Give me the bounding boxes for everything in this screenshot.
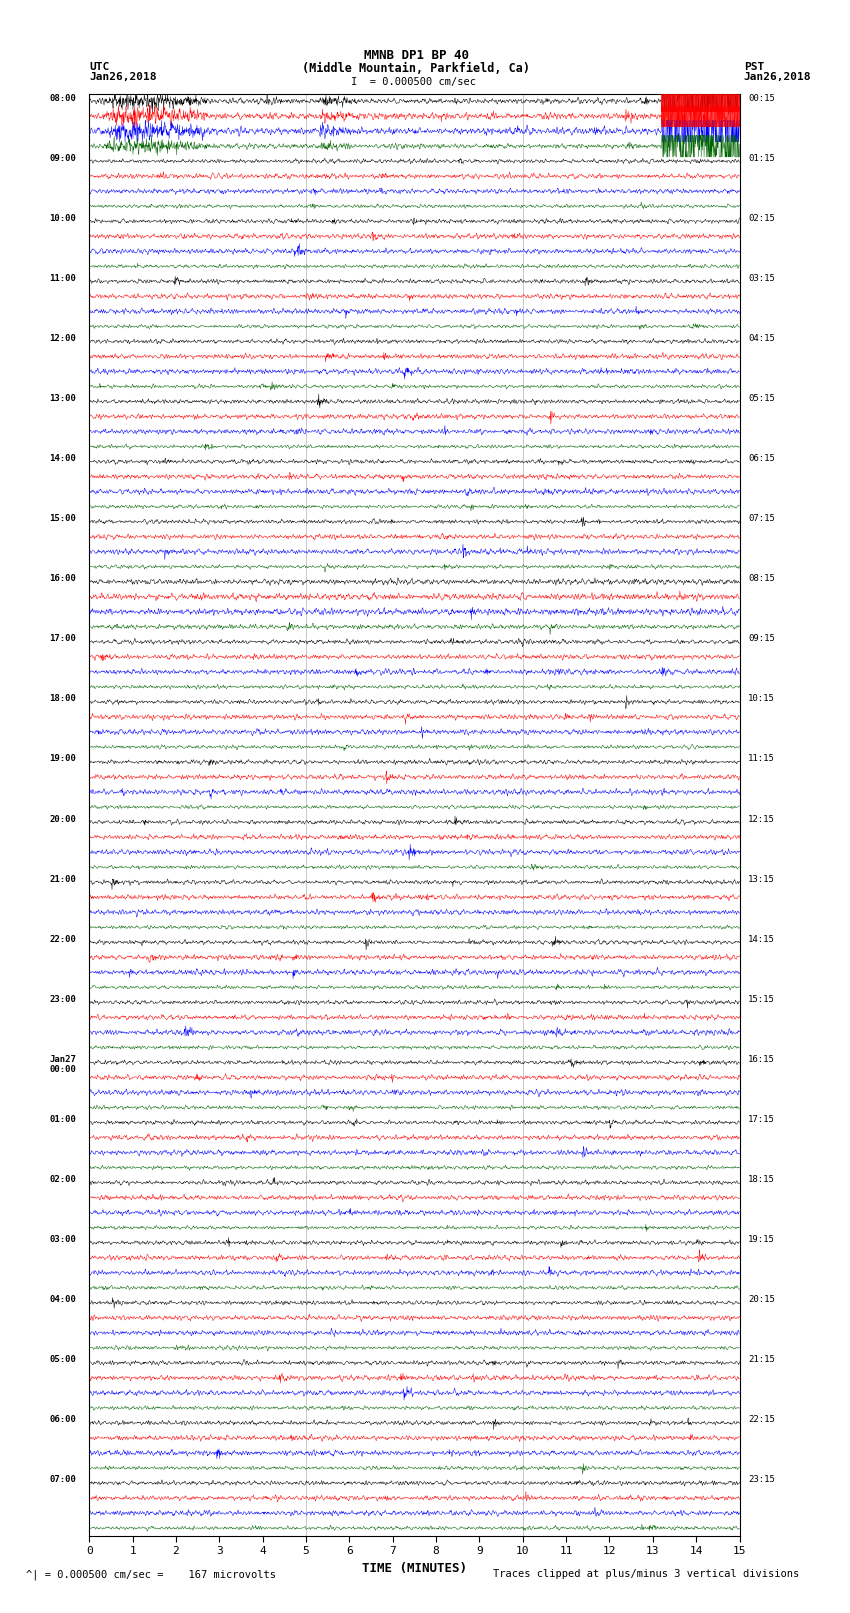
Bar (661, 108, 740, 126)
Text: 01:00: 01:00 (49, 1115, 76, 1124)
Text: 20:00: 20:00 (49, 815, 76, 824)
Text: 12:00: 12:00 (49, 334, 76, 344)
Text: 08:00: 08:00 (49, 94, 76, 103)
Text: 22:15: 22:15 (748, 1416, 775, 1424)
Text: 04:15: 04:15 (748, 334, 775, 344)
Text: 11:00: 11:00 (49, 274, 76, 282)
Text: 01:15: 01:15 (748, 153, 775, 163)
Bar (661, 90, 740, 111)
Text: 05:00: 05:00 (49, 1355, 76, 1365)
Text: 14:15: 14:15 (748, 936, 775, 944)
Text: 13:00: 13:00 (49, 394, 76, 403)
Text: UTC: UTC (89, 63, 110, 73)
Text: 10:00: 10:00 (49, 215, 76, 223)
Text: 03:15: 03:15 (748, 274, 775, 282)
Text: ^| = 0.000500 cm/sec =    167 microvolts: ^| = 0.000500 cm/sec = 167 microvolts (26, 1569, 275, 1581)
Text: Jan26,2018: Jan26,2018 (89, 71, 156, 82)
X-axis label: TIME (MINUTES): TIME (MINUTES) (362, 1561, 467, 1574)
Text: 11:15: 11:15 (748, 755, 775, 763)
Text: 07:15: 07:15 (748, 515, 775, 523)
Text: I  = 0.000500 cm/sec: I = 0.000500 cm/sec (351, 77, 477, 87)
Text: 23:15: 23:15 (748, 1476, 775, 1484)
Text: 09:15: 09:15 (748, 634, 775, 644)
Text: 09:00: 09:00 (49, 153, 76, 163)
Text: 17:00: 17:00 (49, 634, 76, 644)
Text: 23:00: 23:00 (49, 995, 76, 1003)
Text: 12:15: 12:15 (748, 815, 775, 824)
Text: 03:00: 03:00 (49, 1236, 76, 1244)
Text: 02:00: 02:00 (49, 1174, 76, 1184)
Text: 06:00: 06:00 (49, 1416, 76, 1424)
Text: 21:00: 21:00 (49, 874, 76, 884)
Text: 16:15: 16:15 (748, 1055, 775, 1065)
Text: Traces clipped at plus/minus 3 vertical divisions: Traces clipped at plus/minus 3 vertical … (493, 1569, 799, 1579)
Text: 10:15: 10:15 (748, 695, 775, 703)
Text: 19:00: 19:00 (49, 755, 76, 763)
Text: Jan26,2018: Jan26,2018 (744, 71, 811, 82)
Text: 06:15: 06:15 (748, 455, 775, 463)
Text: PST: PST (744, 63, 764, 73)
Text: 17:15: 17:15 (748, 1115, 775, 1124)
Text: (Middle Mountain, Parkfield, Ca): (Middle Mountain, Parkfield, Ca) (303, 63, 530, 76)
Text: 21:15: 21:15 (748, 1355, 775, 1365)
Text: 16:00: 16:00 (49, 574, 76, 584)
Text: 15:15: 15:15 (748, 995, 775, 1003)
Text: MMNB DP1 BP 40: MMNB DP1 BP 40 (364, 50, 469, 63)
Text: 08:15: 08:15 (748, 574, 775, 584)
Text: 20:15: 20:15 (748, 1295, 775, 1305)
Text: 15:00: 15:00 (49, 515, 76, 523)
Text: 19:15: 19:15 (748, 1236, 775, 1244)
Text: 14:00: 14:00 (49, 455, 76, 463)
Text: 18:00: 18:00 (49, 695, 76, 703)
Text: 02:15: 02:15 (748, 215, 775, 223)
Text: 04:00: 04:00 (49, 1295, 76, 1305)
Text: 18:15: 18:15 (748, 1174, 775, 1184)
Text: 13:15: 13:15 (748, 874, 775, 884)
Text: 07:00: 07:00 (49, 1476, 76, 1484)
Text: 00:15: 00:15 (748, 94, 775, 103)
Text: 22:00: 22:00 (49, 936, 76, 944)
Text: Jan27
00:00: Jan27 00:00 (49, 1055, 76, 1074)
Text: 05:15: 05:15 (748, 394, 775, 403)
